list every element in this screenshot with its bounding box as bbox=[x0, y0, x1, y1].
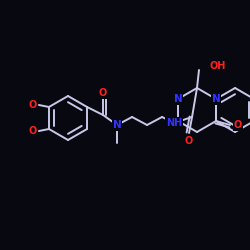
Text: N: N bbox=[212, 94, 220, 104]
Text: O: O bbox=[234, 120, 242, 130]
Text: O: O bbox=[185, 136, 193, 146]
Text: NH: NH bbox=[166, 118, 182, 128]
Text: N: N bbox=[113, 120, 122, 130]
Text: OH: OH bbox=[209, 61, 226, 71]
Text: O: O bbox=[29, 100, 37, 110]
Text: O: O bbox=[99, 88, 107, 98]
Text: N: N bbox=[174, 94, 182, 104]
Text: O: O bbox=[29, 126, 37, 136]
